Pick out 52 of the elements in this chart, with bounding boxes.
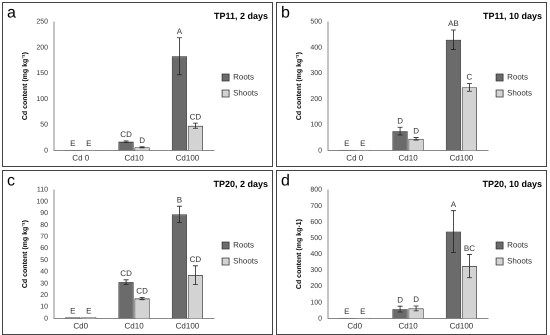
x-tick-label: Cd10	[398, 321, 418, 330]
x-tick-label: Cd10	[398, 153, 418, 162]
legend-label: Roots	[233, 72, 254, 82]
legend-label: Shoots	[233, 88, 258, 98]
x-tick-label: Cd10	[124, 153, 144, 162]
x-tick-label: Cd100	[450, 153, 474, 162]
annotation: CD	[136, 286, 148, 296]
text: a	[7, 4, 16, 22]
annotation: E	[70, 306, 76, 316]
x-tick-label: Cd100	[176, 321, 200, 330]
text: TP20, 10 days	[482, 178, 542, 189]
annotation: E	[344, 139, 350, 148]
text: TP20, 2 days	[213, 178, 268, 189]
annotation: A	[450, 200, 457, 209]
annotation: C	[466, 72, 473, 82]
annotation: E	[344, 307, 350, 316]
x-tick-label: Cd100	[176, 153, 200, 162]
legend-label: Roots	[233, 240, 254, 250]
x-tick-label: Cd 0	[72, 153, 90, 162]
annotation: D	[397, 116, 404, 126]
text: TP11, 2 days	[214, 10, 268, 21]
annotation: E	[86, 139, 92, 148]
text: d	[281, 172, 290, 190]
annotation: D	[397, 295, 404, 304]
legend-label: Roots	[507, 240, 528, 250]
annotation: B	[176, 195, 182, 204]
annotation: E	[86, 306, 92, 316]
annotation: BC	[464, 244, 476, 253]
legend-label: Shoots	[507, 88, 532, 98]
x-tick-label: Cd100	[450, 321, 474, 330]
annotation: AB	[448, 19, 459, 28]
legend-label: Shoots	[233, 256, 258, 266]
x-tick-label: Cd10	[124, 321, 144, 330]
legend-label: Roots	[507, 72, 528, 82]
legend-label: Shoots	[507, 256, 532, 266]
annotation: E	[70, 139, 76, 148]
annotation: D	[413, 126, 420, 136]
annotation: E	[360, 307, 366, 316]
annotation: CD	[190, 254, 202, 264]
annotation: D	[139, 136, 146, 145]
annotation: A	[176, 26, 183, 36]
text: c	[7, 172, 15, 190]
annotation: D	[413, 295, 420, 304]
annotation: CD	[120, 130, 132, 140]
annotation: CD	[120, 269, 132, 278]
text: TP11, 10 days	[482, 10, 542, 21]
annotation: CD	[190, 112, 202, 122]
x-tick-label: Cd0	[73, 321, 89, 330]
text: b	[281, 4, 290, 22]
annotation: E	[360, 139, 366, 148]
x-tick-label: Cd 0	[346, 153, 364, 162]
x-tick-label: Cd0	[347, 321, 363, 330]
